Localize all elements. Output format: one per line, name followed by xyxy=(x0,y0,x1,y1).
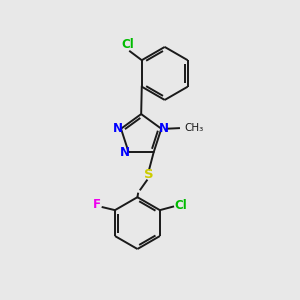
Text: Cl: Cl xyxy=(174,199,187,212)
Text: N: N xyxy=(120,146,130,159)
Text: N: N xyxy=(159,122,169,135)
Text: Cl: Cl xyxy=(121,38,134,51)
Text: S: S xyxy=(144,168,154,181)
Text: F: F xyxy=(93,198,101,211)
Text: CH₃: CH₃ xyxy=(184,123,203,133)
Text: N: N xyxy=(112,122,122,135)
